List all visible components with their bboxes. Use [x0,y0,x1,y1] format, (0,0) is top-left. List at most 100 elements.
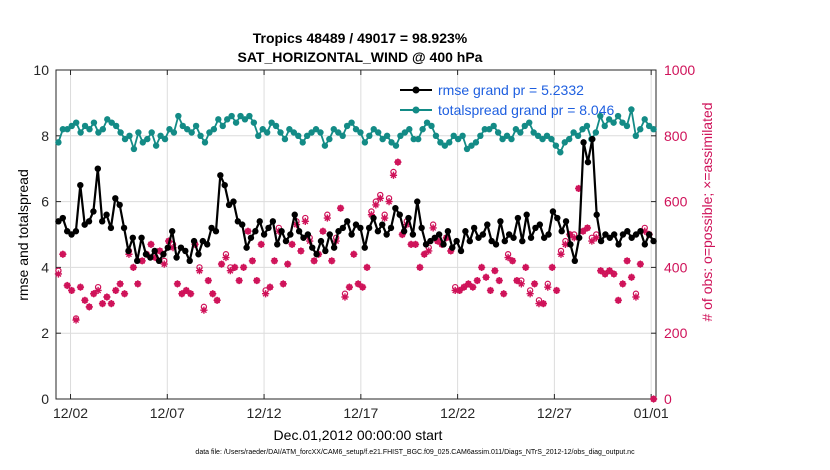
rmse-point [186,257,193,265]
obs-assimilated-point [372,201,380,209]
rmse-point [488,237,495,245]
rmse-point [85,218,93,225]
y2-tick-label: 400 [664,259,688,275]
obs-assimilated-point [433,237,442,245]
x-tick-label: 12/22 [440,405,475,421]
obs-assimilated-point [68,286,76,295]
obs-assimilated-point [266,283,274,291]
obs-assimilated-point [539,299,547,308]
obs-assimilated-point [257,240,265,248]
totalspread-point [135,129,142,136]
obs-assimilated-point [345,283,353,291]
rmse-point [396,211,403,218]
obs-assimilated-point [592,234,600,242]
rmse-point [602,231,609,238]
obs-assimilated-point [614,296,622,304]
rmse-point [59,214,66,222]
totalspread-point [534,132,542,139]
obs-assimilated-point [350,250,358,258]
obs-assimilated-point [464,280,473,288]
totalspread-point [108,119,115,126]
rmse-point [637,228,644,235]
totalspread-point [392,142,400,149]
rmse-point [282,237,290,245]
totalspread-point [352,126,360,133]
obs-assimilated-point [456,286,464,295]
obs-assimilated-point [98,299,107,308]
rmse-point [628,234,635,241]
y-tick-label: 10 [33,62,49,78]
totalspread-point [148,129,155,136]
totalspread-point [179,122,186,130]
rmse-point [400,228,408,235]
obs-assimilated-point [601,270,609,278]
rmse-point [182,247,189,255]
rmse-point [562,218,570,225]
rmse-point [549,208,557,215]
rmse-point [304,231,312,238]
obs-assimilated-point [134,280,142,288]
totalspread-point [357,129,364,136]
totalspread-point [343,122,351,130]
obs-assimilated-point [129,263,137,271]
legend-spread-label: totalspread grand pr = 8.046 [438,102,615,118]
axes-box [55,69,657,400]
obs-assimilated-point [195,267,204,275]
rmse-point [492,241,500,248]
totalspread-point [468,142,475,149]
totalspread-point [388,139,395,146]
totalspread-point [628,106,635,113]
totalspread-point [237,112,244,120]
rmse-point [422,241,430,248]
totalspread-point [463,145,471,153]
totalspread-point [308,129,315,136]
totalspread-point [64,126,71,133]
rmse-point [571,257,579,265]
totalspread-point [250,119,258,126]
rmse-point [98,218,106,225]
obs-assimilated-point [107,299,115,308]
obs-assimilated-point [385,198,393,206]
totalspread-point [543,132,551,139]
obs-assimilated-point [597,267,605,275]
totalspread-point [605,116,613,123]
obs-assimilated-point [116,280,124,288]
rmse-point [357,224,364,232]
totalspread-point [370,126,377,133]
plot-area: 0 2 4 6 8 10 0 200 400 600 800 1000 12/02 12/07 12/12 1… [33,62,695,421]
rmse-point [265,224,272,232]
totalspread-point [379,135,386,143]
obs-assimilated-point [623,257,631,265]
totalspread-point [428,122,435,130]
totalspread-point [406,126,413,133]
obs-assimilated-point [473,276,481,285]
rmse-point [247,234,255,241]
obs-assimilated-point [90,290,98,298]
totalspread-point [68,122,75,130]
rmse-point [505,231,513,238]
totalspread-point [259,126,266,133]
totalspread-point [472,139,480,146]
totalspread-point [161,135,169,143]
obs-assimilated-point [125,250,133,258]
obs-assimilated-point [451,286,459,295]
totalspread-point [645,122,653,130]
rmse-point [68,231,75,238]
obs-assimilated-point [103,293,111,301]
obs-assimilated-point [579,227,587,235]
obs-assimilated-point [270,257,279,265]
obs-assimilated-point [495,276,503,285]
totalspread-point [454,135,462,143]
rmse-point [125,247,132,255]
rmse-point [409,231,417,238]
rmse-point [650,237,657,245]
rmse-point [392,204,399,212]
totalspread-point [215,116,222,123]
obs-assimilated-point [112,286,120,295]
x-tick-label: 01/01 [634,405,669,421]
totalspread-point [277,129,284,136]
obs-assimilated-point [341,293,349,301]
obs-assimilated-point [359,283,367,291]
rmse-point [291,211,298,218]
obs-assimilated-point [138,257,146,265]
